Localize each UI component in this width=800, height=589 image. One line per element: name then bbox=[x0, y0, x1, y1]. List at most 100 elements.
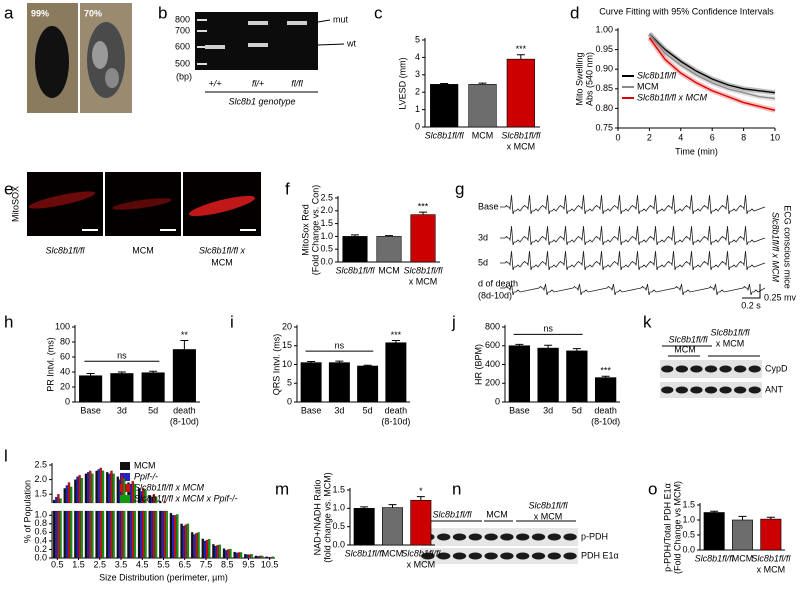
bar bbox=[123, 478, 126, 559]
error-bar bbox=[363, 364, 372, 366]
bar bbox=[101, 470, 105, 559]
y-tick-label: 4 bbox=[415, 52, 420, 62]
error-bar bbox=[416, 496, 425, 501]
blot-band bbox=[690, 386, 703, 394]
x-tick-label: Base bbox=[509, 405, 530, 415]
blot-group-label: MCM bbox=[486, 509, 508, 519]
x-axis-label: Time (min) bbox=[675, 146, 718, 156]
bar bbox=[203, 540, 207, 559]
ladder-label: 500 bbox=[175, 58, 190, 68]
bracket-label: ns bbox=[117, 351, 127, 361]
y-tick-label: 2.5 bbox=[34, 459, 47, 469]
y-tick-label: 15 bbox=[282, 340, 292, 350]
blot-band bbox=[734, 386, 747, 394]
blot-band bbox=[516, 533, 530, 541]
blot-band bbox=[748, 386, 761, 394]
y-tick-label: 200 bbox=[485, 378, 500, 388]
x-tick-label: (8-10d) bbox=[381, 416, 410, 426]
bar bbox=[67, 482, 71, 559]
bar bbox=[410, 214, 436, 263]
blot-band bbox=[516, 552, 530, 560]
annotation: *** bbox=[600, 366, 611, 376]
y-tick-label: 20 bbox=[60, 381, 70, 391]
legend-label: Slc8b1fl/fl x MCM bbox=[134, 482, 205, 492]
legend-label: MCM bbox=[637, 81, 659, 91]
bar bbox=[172, 349, 196, 403]
y-axis-label: (Fold Change vs MCM) bbox=[672, 481, 682, 574]
y-tick-label: 5 bbox=[415, 34, 420, 44]
y-axis-label: (Fold Change vs. Con) bbox=[310, 185, 320, 276]
bar bbox=[69, 486, 73, 559]
error-bar bbox=[419, 211, 427, 215]
bar bbox=[760, 518, 782, 551]
y-tick-label: 1.0 bbox=[682, 514, 695, 524]
y-tick-label: 0.5 bbox=[320, 244, 333, 254]
bar bbox=[195, 533, 198, 559]
x-tick-label: Base bbox=[80, 405, 101, 415]
series-line bbox=[648, 33, 776, 94]
scale-label: 0.25 mv bbox=[764, 292, 797, 302]
image-caption: MCM bbox=[132, 245, 154, 255]
y-tick-label: 5 bbox=[287, 378, 292, 388]
bar bbox=[133, 483, 136, 559]
axis-break bbox=[47, 503, 275, 511]
y-tick-label: 2.0 bbox=[320, 205, 333, 215]
scale-label: 0.2 s bbox=[741, 300, 761, 310]
legend-label: Slc8b1fl/fl x MCM bbox=[637, 92, 708, 102]
y-tick-label: 0.0 bbox=[332, 539, 345, 549]
series-line bbox=[648, 37, 776, 112]
blot-band bbox=[547, 552, 561, 560]
blot-group-label: x MCM bbox=[534, 511, 563, 521]
y-axis-label: QRS Intvl. (ms) bbox=[271, 334, 281, 396]
bar bbox=[468, 84, 497, 128]
photo-label: 99% bbox=[31, 8, 49, 18]
bar bbox=[258, 555, 262, 559]
y-tick-label: 0.2 bbox=[34, 544, 47, 554]
error-bar bbox=[117, 371, 126, 374]
panel-label: i bbox=[230, 312, 234, 331]
x-tick-label: Slc8b1fl/fl bbox=[335, 265, 375, 275]
y-tick-label: 100 bbox=[55, 321, 70, 331]
blot-band bbox=[421, 552, 435, 560]
bar bbox=[141, 372, 165, 403]
error-bar bbox=[307, 361, 316, 363]
y-tick-label: 1.0 bbox=[34, 510, 47, 520]
bar bbox=[78, 475, 81, 559]
ecg-row-label: 3d bbox=[478, 232, 488, 242]
bar bbox=[265, 556, 268, 559]
bar bbox=[197, 532, 200, 559]
x-tick-label: 0.5 bbox=[51, 559, 64, 569]
x-tick-label: x MCM bbox=[409, 276, 438, 286]
x-tick-label: 0 bbox=[615, 132, 620, 142]
mouse-gray-patch bbox=[105, 68, 119, 88]
legend-label: Slc8b1fl/fl bbox=[637, 70, 677, 80]
y-tick-label: 0.0 bbox=[682, 544, 695, 554]
y-axis-label: HR (BPM) bbox=[473, 344, 483, 385]
bracket-label: ns bbox=[543, 324, 553, 334]
x-tick-label: MCM bbox=[732, 553, 754, 563]
x-tick-label: x MCM bbox=[757, 564, 786, 574]
image-caption: Slc8b1fl/fl bbox=[45, 245, 85, 255]
blot-band bbox=[468, 552, 482, 560]
x-tick-label: Slc8b1fl/fl bbox=[401, 548, 441, 558]
annotation: *** bbox=[418, 201, 429, 211]
bar bbox=[506, 58, 535, 128]
legend-label: MCM bbox=[134, 460, 156, 470]
annotation: *** bbox=[391, 330, 402, 340]
bar bbox=[385, 342, 407, 403]
bar bbox=[239, 552, 243, 559]
y-axis-label: % of Population bbox=[22, 480, 32, 543]
bar bbox=[84, 473, 88, 559]
blot-band-label: CypD bbox=[765, 363, 788, 373]
lane-label: fl/fl bbox=[291, 78, 304, 88]
bar bbox=[566, 350, 588, 403]
x-tick-label: Base bbox=[301, 405, 322, 415]
blot-group-label: x MCM bbox=[716, 338, 745, 348]
y-tick-label: 600 bbox=[485, 340, 500, 350]
image-caption: MCM bbox=[211, 257, 233, 267]
ecg-trace bbox=[500, 283, 766, 296]
bracket-label: ns bbox=[335, 341, 345, 351]
x-tick-label: 2.5 bbox=[94, 559, 107, 569]
bar bbox=[218, 544, 221, 559]
bar bbox=[79, 375, 103, 403]
